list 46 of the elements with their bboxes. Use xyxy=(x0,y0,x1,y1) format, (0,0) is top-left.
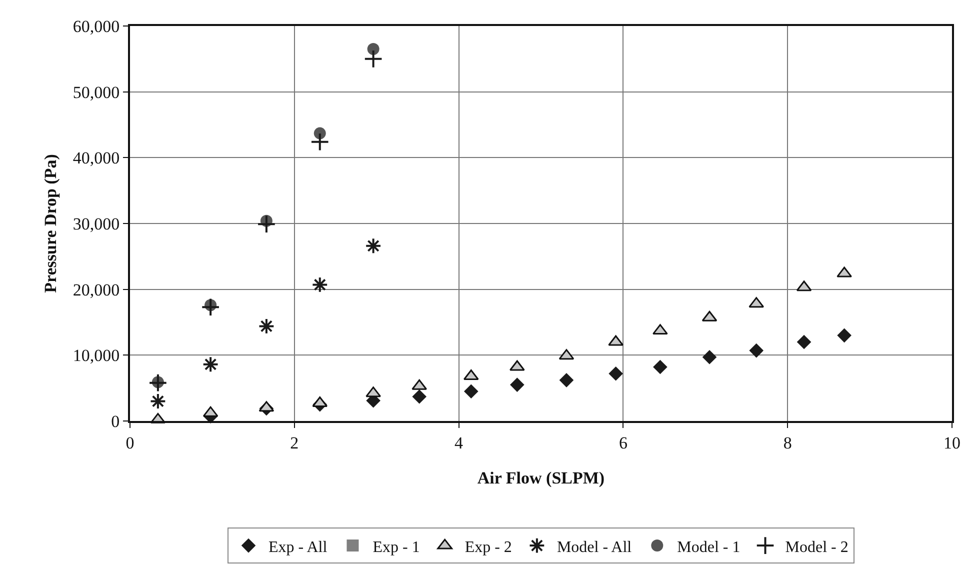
point xyxy=(836,266,852,278)
point xyxy=(652,324,668,335)
legend-label: Exp - 2 xyxy=(464,538,512,556)
point xyxy=(749,343,764,358)
point xyxy=(559,373,574,388)
y-tick-label: 10,000 xyxy=(72,346,120,366)
legend-label: Model - 1 xyxy=(677,538,740,556)
x-tick-label: 10 xyxy=(944,433,960,452)
y-tick-label: 60,000 xyxy=(72,16,120,36)
point xyxy=(310,132,330,152)
y-tick-label: 20,000 xyxy=(72,280,120,300)
point xyxy=(796,334,812,350)
x-tick-label: 2 xyxy=(290,433,299,452)
point xyxy=(510,378,524,392)
point xyxy=(364,50,383,68)
point xyxy=(365,238,382,254)
point xyxy=(702,350,717,364)
point xyxy=(608,335,624,346)
point xyxy=(312,276,328,293)
point xyxy=(464,384,478,399)
point xyxy=(837,328,852,343)
legend-label: Exp - 1 xyxy=(372,538,420,556)
x-tick-label: 6 xyxy=(618,433,628,452)
point xyxy=(366,386,381,398)
y-tick-label: 0 xyxy=(111,412,120,431)
x-tick-label: 0 xyxy=(126,433,134,452)
y-axis-title: Pressure Drop (Pa) xyxy=(40,154,60,293)
point xyxy=(653,360,668,374)
point xyxy=(202,356,219,373)
legend-label: Model - All xyxy=(556,538,632,556)
point xyxy=(367,43,380,56)
legend-label: Exp - All xyxy=(268,538,328,556)
point xyxy=(148,373,168,392)
x-axis-title: Air Flow (SLPM) xyxy=(477,468,605,488)
legend-label: Model - 2 xyxy=(785,538,848,556)
point xyxy=(150,393,166,410)
point xyxy=(412,389,426,404)
point xyxy=(201,298,220,317)
y-tick-label: 40,000 xyxy=(72,148,120,168)
y-tick-label: 30,000 xyxy=(72,214,120,234)
point xyxy=(608,366,623,381)
x-tick-label: 8 xyxy=(783,433,792,452)
y-tick-label: 50,000 xyxy=(72,82,120,102)
x-tick-label: 4 xyxy=(454,433,464,452)
point xyxy=(258,318,275,334)
point xyxy=(257,214,276,234)
